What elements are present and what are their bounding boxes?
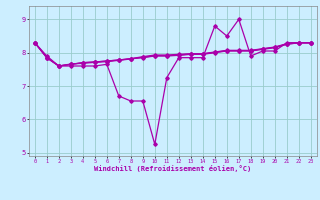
X-axis label: Windchill (Refroidissement éolien,°C): Windchill (Refroidissement éolien,°C): [94, 165, 252, 172]
